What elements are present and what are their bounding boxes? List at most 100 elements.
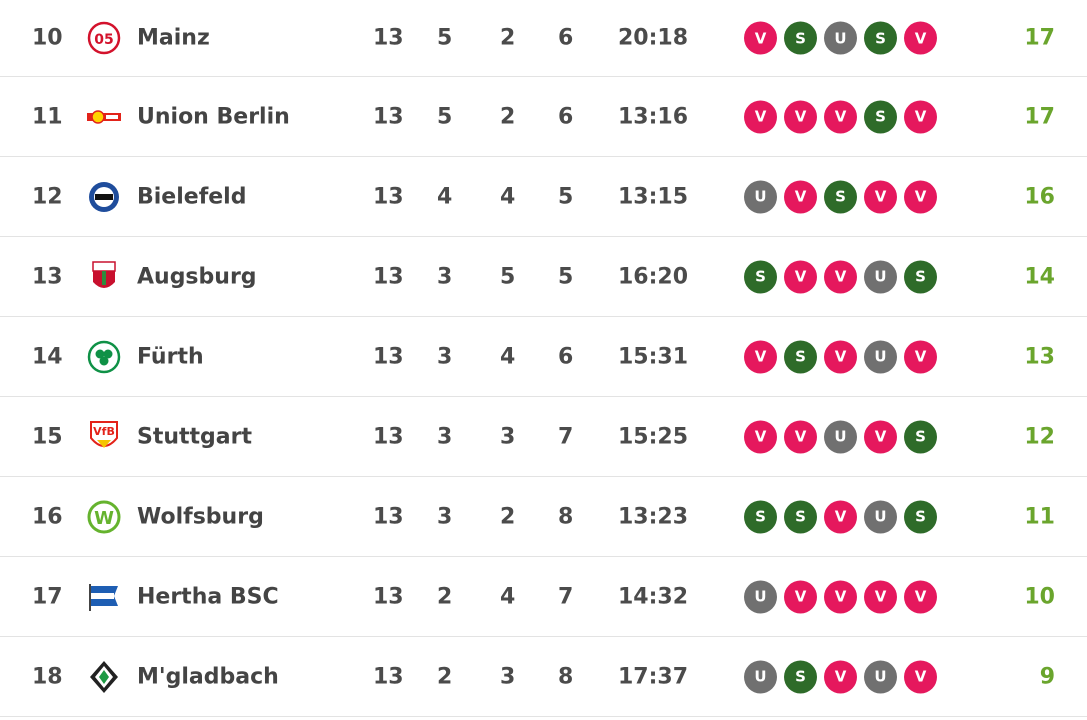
form-badge-loss: V	[904, 100, 937, 133]
svg-text:W: W	[94, 508, 114, 529]
games-drawn: 2	[500, 504, 516, 529]
games-played: 13	[373, 104, 404, 129]
form-badge-loss: V	[904, 580, 937, 613]
form-badge-loss: V	[904, 180, 937, 213]
stuttgart-logo-icon: VfB	[86, 419, 122, 455]
goal-ratio: 13:23	[618, 504, 689, 529]
points: 12	[1024, 424, 1055, 449]
team-name[interactable]: Mainz	[137, 25, 210, 51]
form-badge-loss: V	[904, 660, 937, 693]
form-badge-draw: U	[744, 580, 777, 613]
form-badge-draw: U	[864, 340, 897, 373]
games-won: 4	[437, 184, 453, 209]
hertha-logo-icon	[86, 579, 122, 615]
goal-ratio: 13:15	[618, 184, 689, 209]
gladbach-logo-icon	[86, 659, 122, 695]
form-badge-loss: V	[904, 340, 937, 373]
goal-ratio: 16:20	[618, 264, 689, 289]
games-lost: 8	[558, 664, 574, 689]
games-played: 13	[373, 504, 404, 529]
goal-ratio: 14:32	[618, 584, 689, 609]
games-won: 3	[437, 344, 453, 369]
form-badge-draw: U	[864, 660, 897, 693]
svg-text:VfB: VfB	[93, 425, 115, 438]
rank: 14	[32, 344, 63, 369]
form-badge-draw: U	[744, 180, 777, 213]
games-drawn: 5	[500, 264, 516, 289]
games-won: 5	[437, 104, 453, 129]
games-lost: 8	[558, 504, 574, 529]
goal-ratio: 15:31	[618, 344, 689, 369]
games-drawn: 4	[500, 184, 516, 209]
team-name[interactable]: Union Berlin	[137, 104, 290, 129]
form-badge-loss: V	[784, 260, 817, 293]
form-badge-loss: V	[744, 420, 777, 453]
union-berlin-logo-icon	[86, 99, 122, 135]
form-badge-loss: V	[784, 420, 817, 453]
games-lost: 7	[558, 584, 574, 609]
team-name[interactable]: M'gladbach	[137, 664, 279, 689]
goal-ratio: 20:18	[618, 25, 689, 51]
team-name[interactable]: Wolfsburg	[137, 504, 264, 529]
form-badge-loss: V	[864, 580, 897, 613]
form-badge-loss: V	[744, 100, 777, 133]
team-name[interactable]: Hertha BSC	[137, 584, 279, 609]
points: 14	[1024, 264, 1055, 289]
team-name[interactable]: Stuttgart	[137, 424, 253, 449]
rank: 10	[32, 25, 63, 51]
form-badge-win: S	[784, 21, 817, 55]
form-badge-draw: U	[864, 500, 897, 533]
form-badge-loss: V	[824, 500, 857, 533]
form-badge-draw: U	[744, 660, 777, 693]
goal-ratio: 15:25	[618, 424, 689, 449]
games-drawn: 2	[500, 25, 516, 51]
rank: 16	[32, 504, 63, 529]
team-name[interactable]: Fürth	[137, 344, 204, 369]
team-name[interactable]: Augsburg	[137, 264, 257, 289]
games-drawn: 4	[500, 344, 516, 369]
points: 9	[1039, 664, 1055, 689]
games-played: 13	[373, 184, 404, 209]
games-lost: 6	[558, 104, 574, 129]
games-won: 3	[437, 264, 453, 289]
form-badge-draw: U	[864, 260, 897, 293]
form-badge-win: S	[904, 260, 937, 293]
games-drawn: 3	[500, 664, 516, 689]
form-badge-loss: V	[744, 21, 777, 55]
games-won: 3	[437, 424, 453, 449]
form-badge-win: S	[744, 260, 777, 293]
form-badge-win: S	[864, 21, 897, 55]
form-badge-win: S	[864, 100, 897, 133]
points: 10	[1024, 584, 1055, 609]
svg-text:05: 05	[94, 32, 113, 48]
augsburg-logo-icon	[86, 259, 122, 295]
rank: 15	[32, 424, 63, 449]
games-played: 13	[373, 584, 404, 609]
form-badge-loss: V	[824, 660, 857, 693]
fuerth-logo-icon	[86, 339, 122, 375]
games-drawn: 4	[500, 584, 516, 609]
form-badge-loss: V	[784, 100, 817, 133]
team-name[interactable]: Bielefeld	[137, 184, 247, 209]
points: 17	[1024, 25, 1055, 51]
form-badge-loss: V	[744, 340, 777, 373]
mainz-logo-icon: 05	[86, 20, 122, 56]
games-lost: 6	[558, 344, 574, 369]
form-badge-loss: V	[864, 420, 897, 453]
form-badge-win: S	[784, 660, 817, 693]
